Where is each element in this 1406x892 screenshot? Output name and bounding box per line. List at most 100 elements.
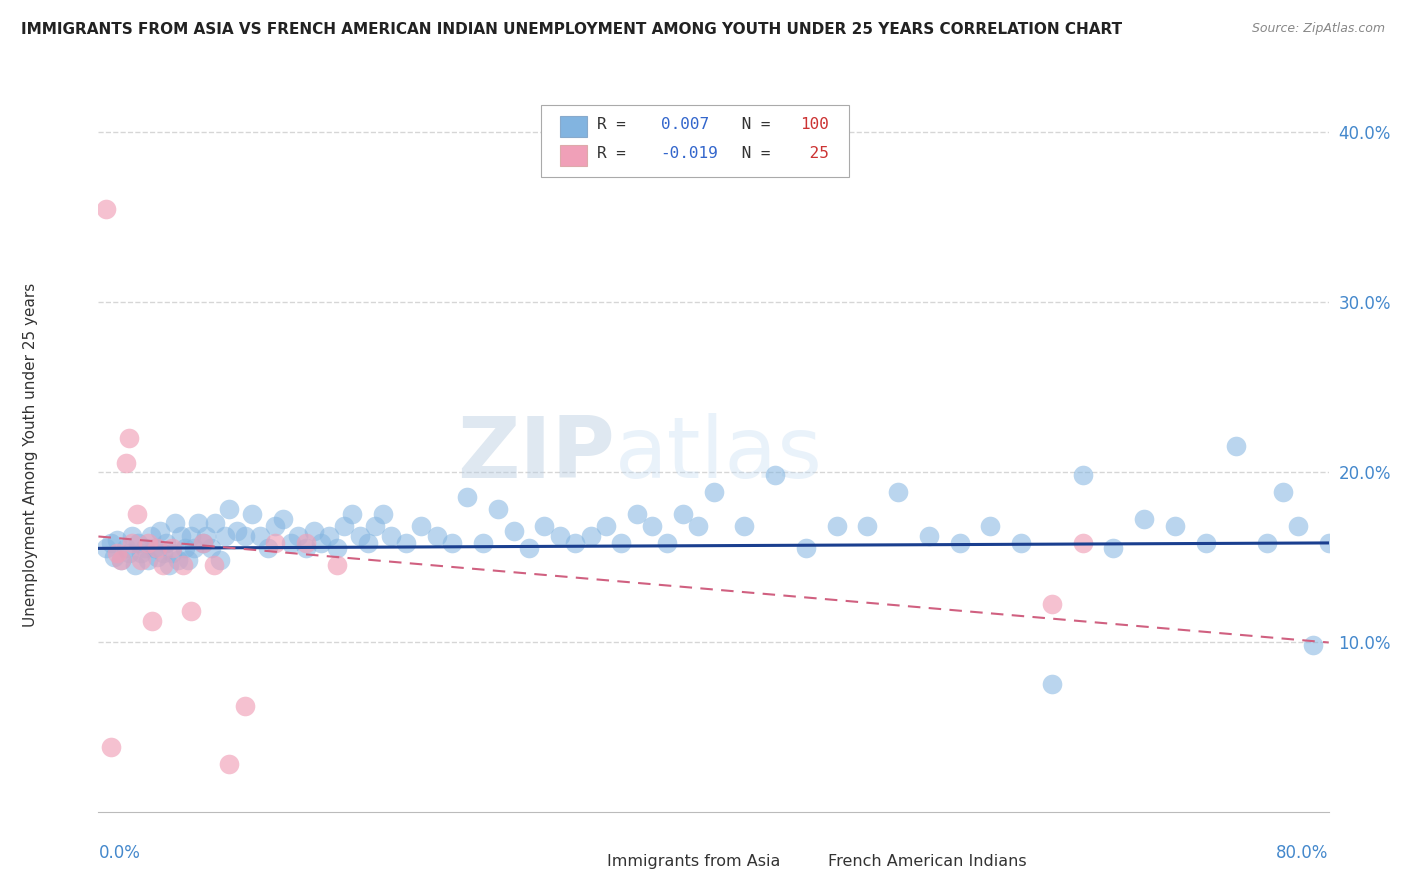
Point (187, 516, 209, 530)
Point (200, 541, 222, 556)
Point (214, 529, 236, 543)
Point (371, 508, 394, 522)
Point (1040, 677, 1063, 691)
Point (141, 615, 163, 629)
Point (1010, 536, 1032, 550)
Text: French American Indians: French American Indians (828, 855, 1026, 869)
Point (118, 431, 141, 445)
Point (918, 529, 941, 543)
Text: Unemployment Among Youth under 25 years: Unemployment Among Youth under 25 years (24, 283, 38, 627)
Point (548, 529, 571, 543)
Point (233, 529, 256, 543)
Point (146, 549, 169, 564)
Point (610, 536, 633, 550)
Point (152, 546, 174, 560)
Text: atlas: atlas (616, 413, 823, 497)
Point (733, 519, 755, 533)
Point (100, 536, 122, 550)
FancyBboxPatch shape (560, 116, 586, 137)
Point (641, 519, 664, 533)
Point (94, 202, 117, 216)
Point (139, 529, 162, 543)
Text: R =: R = (596, 117, 636, 132)
FancyBboxPatch shape (793, 853, 821, 872)
Point (441, 536, 464, 550)
Point (517, 541, 540, 556)
Point (264, 519, 287, 533)
Point (155, 536, 177, 550)
Point (326, 541, 349, 556)
Point (256, 541, 278, 556)
Point (486, 502, 509, 516)
Text: N =: N = (733, 145, 780, 161)
Point (124, 558, 146, 573)
Point (180, 604, 202, 618)
Text: ZIP: ZIP (457, 413, 616, 497)
Point (295, 536, 318, 550)
Point (1195, 536, 1218, 550)
Point (794, 541, 817, 556)
Point (626, 508, 648, 522)
Point (170, 529, 193, 543)
Point (456, 491, 478, 505)
Point (202, 558, 225, 573)
Point (183, 541, 205, 556)
FancyBboxPatch shape (572, 853, 599, 872)
Text: IMMIGRANTS FROM ASIA VS FRENCH AMERICAN INDIAN UNEMPLOYMENT AMONG YOUTH UNDER 25: IMMIGRANTS FROM ASIA VS FRENCH AMERICAN … (21, 22, 1122, 37)
Point (1225, 439, 1247, 453)
Point (949, 536, 972, 550)
Point (233, 699, 256, 714)
Point (887, 485, 910, 500)
Point (326, 558, 349, 573)
Point (100, 740, 122, 755)
Point (165, 516, 187, 530)
Point (595, 519, 617, 533)
Point (380, 529, 402, 543)
Point (121, 529, 143, 543)
Point (395, 536, 418, 550)
Point (136, 536, 159, 550)
Point (180, 529, 202, 543)
Point (356, 536, 378, 550)
Point (121, 536, 143, 550)
Point (167, 553, 190, 567)
Point (1102, 541, 1125, 556)
Point (825, 519, 848, 533)
Point (142, 541, 165, 556)
Point (318, 529, 340, 543)
Point (152, 558, 174, 573)
Point (225, 524, 247, 539)
Point (131, 553, 153, 567)
Point (218, 502, 240, 516)
Point (172, 558, 194, 573)
Point (1133, 512, 1156, 526)
Point (1164, 519, 1187, 533)
Point (564, 536, 586, 550)
Point (204, 516, 226, 530)
Point (146, 541, 169, 556)
Point (502, 524, 524, 539)
Point (264, 536, 287, 550)
Point (295, 541, 318, 556)
Text: 0.0%: 0.0% (98, 844, 141, 862)
Point (364, 519, 387, 533)
Point (672, 508, 695, 522)
Point (131, 546, 153, 560)
Point (302, 524, 325, 539)
Text: 80.0%: 80.0% (1277, 844, 1329, 862)
Point (115, 541, 138, 556)
Point (127, 536, 149, 550)
Point (287, 529, 309, 543)
Point (657, 536, 679, 550)
Point (1271, 485, 1294, 500)
Point (579, 529, 602, 543)
Point (856, 519, 879, 533)
Text: N =: N = (733, 117, 780, 132)
Text: 25: 25 (800, 145, 828, 161)
Point (1071, 468, 1094, 483)
Point (426, 529, 449, 543)
Point (118, 546, 141, 560)
Text: Immigrants from Asia: Immigrants from Asia (606, 855, 780, 869)
Text: Source: ZipAtlas.com: Source: ZipAtlas.com (1251, 22, 1385, 36)
FancyBboxPatch shape (541, 105, 849, 177)
